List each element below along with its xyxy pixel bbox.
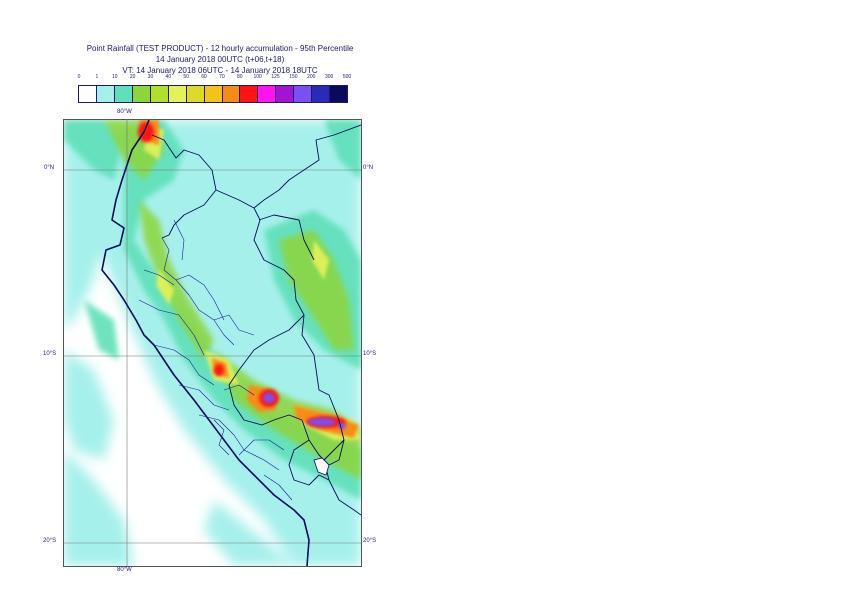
legend-swatch bbox=[276, 86, 295, 102]
legend-label: 30 bbox=[147, 74, 154, 80]
latitude-label-10-right: 10°S bbox=[363, 351, 377, 357]
rainfall-field-purple bbox=[263, 393, 346, 429]
map-title: Point Rainfall (TEST PRODUCT) - 12 hourl… bbox=[40, 43, 400, 76]
graticule bbox=[64, 120, 361, 566]
coastline bbox=[101, 120, 310, 566]
legend-label: 80 bbox=[237, 74, 243, 80]
legend-label: 40 bbox=[165, 74, 172, 80]
legend-label: 20 bbox=[129, 74, 136, 80]
legend-swatch bbox=[168, 86, 187, 102]
title-line-3: VT: 14 January 2018 06UTC - 14 January 2… bbox=[122, 66, 318, 75]
country-borders bbox=[151, 124, 361, 516]
legend-label: 60 bbox=[201, 74, 207, 80]
latitude-label-20-left: 20°S bbox=[43, 538, 57, 544]
legend-swatch bbox=[294, 86, 313, 102]
legend-label: 1 bbox=[95, 74, 99, 80]
legend-label: 300 bbox=[324, 74, 334, 80]
latitude-label-0-right: 0°N bbox=[363, 165, 374, 171]
legend-label: 150 bbox=[289, 74, 298, 80]
latitude-label-20-right: 20°S bbox=[363, 538, 377, 544]
map-svg bbox=[64, 120, 361, 566]
legend-swatch bbox=[186, 86, 205, 102]
legend-label: 200 bbox=[307, 74, 316, 80]
legend-swatch bbox=[96, 86, 115, 102]
legend-label: 0 bbox=[77, 74, 81, 80]
color-legend: 0 1 10 20 30 40 50 60 70 80 100 125 150 200 300 500 bbox=[77, 74, 352, 103]
legend-label: 70 bbox=[219, 74, 225, 80]
legend-swatch bbox=[132, 86, 151, 102]
latitude-label-0-left: 0°N bbox=[44, 165, 55, 171]
legend-label: 10 bbox=[111, 74, 118, 80]
legend-swatch bbox=[330, 86, 348, 102]
regional-borders bbox=[138, 219, 293, 501]
legend-swatch bbox=[114, 86, 133, 102]
longitude-label-top: 80°W bbox=[117, 109, 132, 115]
legend-swatch bbox=[150, 86, 169, 102]
rainfall-map bbox=[63, 119, 362, 567]
title-line-1: Point Rainfall (TEST PRODUCT) - 12 hourl… bbox=[86, 44, 354, 53]
legend-swatch bbox=[204, 86, 223, 102]
legend-swatch bbox=[222, 86, 241, 102]
latitude-label-10-left: 10°S bbox=[43, 351, 57, 357]
legend-label: 100 bbox=[253, 74, 262, 80]
legend-swatch bbox=[79, 86, 97, 102]
title-line-2: 14 January 2018 00UTC (t+06,t+18) bbox=[155, 55, 285, 64]
legend-label: 125 bbox=[271, 74, 280, 80]
legend-swatch bbox=[312, 86, 331, 102]
legend-swatch bbox=[258, 86, 277, 102]
legend-label: 50 bbox=[183, 74, 189, 80]
longitude-label-bottom: 80°W bbox=[117, 567, 132, 573]
legend-swatch bbox=[240, 86, 259, 102]
legend-label: 500 bbox=[342, 74, 352, 80]
legend-labels: 0 1 10 20 30 40 50 60 70 80 100 125 150 200 300 500 bbox=[77, 74, 352, 83]
legend-color-bar bbox=[78, 85, 348, 103]
lake-titicaca bbox=[313, 457, 330, 476]
